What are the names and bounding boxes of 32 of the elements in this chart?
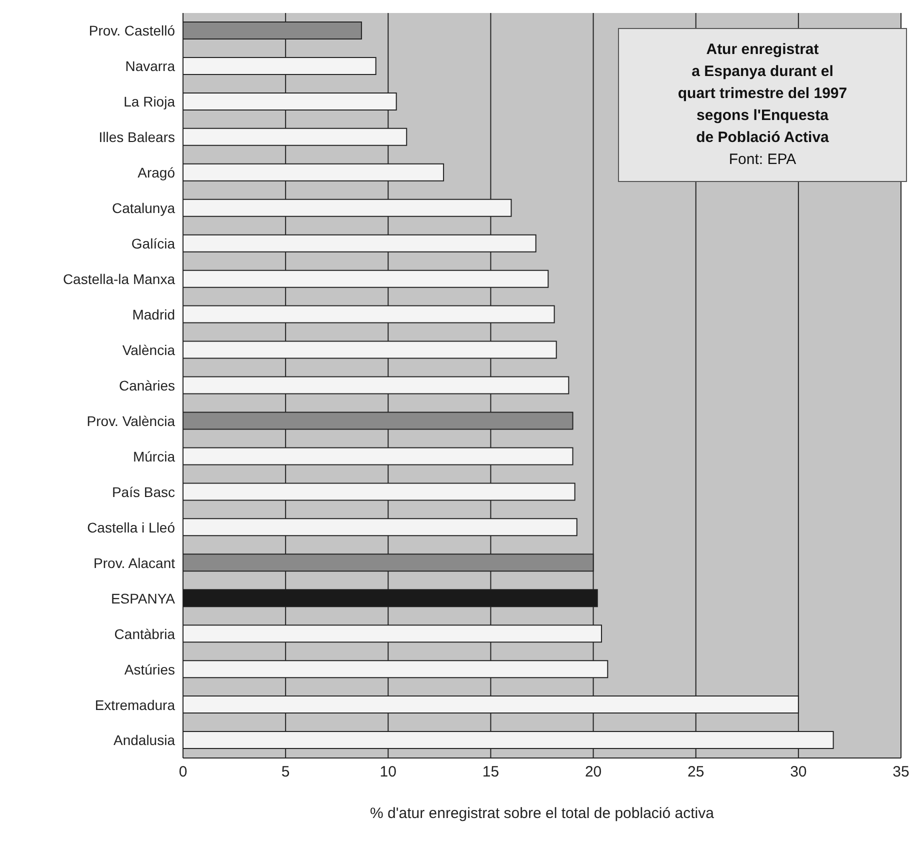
x-tick-label: 0 <box>178 764 188 781</box>
y-tick-label: Castella-la Manxa <box>62 271 176 288</box>
y-tick-label: Madrid <box>132 306 175 323</box>
y-tick-label: Prov. Castelló <box>88 22 176 39</box>
y-tick-label: ESPANYA <box>110 590 176 606</box>
x-tick-label: 30 <box>790 764 807 781</box>
x-tick-label: 25 <box>688 764 704 781</box>
x-tick-label: 5 <box>281 764 290 781</box>
y-tick-label: Navarra <box>125 58 176 74</box>
y-tick-label: La Rioja <box>124 94 176 110</box>
y-tick-label: Múrcia <box>132 448 176 464</box>
y-tick-label: Andalusia <box>114 732 176 748</box>
y-tick-label: Astúries <box>124 661 175 678</box>
y-tick-label: Canàries <box>118 377 175 394</box>
y-tick-label: València <box>122 342 176 358</box>
y-tick-label: Prov. Alacant <box>94 554 176 571</box>
y-tick-label: Castella i Lleó <box>87 519 176 536</box>
y-tick-label: Galícia <box>131 236 176 252</box>
y-tick-label: Aragó <box>138 164 176 181</box>
title-box: Atur enregistrat a Espanya durant el quart trimestre del 1997 segons l'Enquesta de Població Activa Font: EPA <box>618 28 907 182</box>
y-tick-label: Illes Balears <box>98 129 175 146</box>
y-tick-label: Prov. València <box>86 412 176 429</box>
x-tick-label: 20 <box>584 764 602 781</box>
y-tick-label: Cantàbria <box>114 626 176 642</box>
y-tick-label: Extremadura <box>94 696 176 713</box>
x-axis-title: % d'atur enregistrat sobre el total de població activa <box>370 805 715 822</box>
x-tick-label: 10 <box>380 764 396 781</box>
y-tick-label: País Basc <box>112 484 175 500</box>
y-tick-label: Catalunya <box>112 200 176 216</box>
x-tick-label: 35 <box>892 764 910 781</box>
annotation: Font: EPA <box>728 150 798 170</box>
x-tick-label: 15 <box>482 764 500 781</box>
